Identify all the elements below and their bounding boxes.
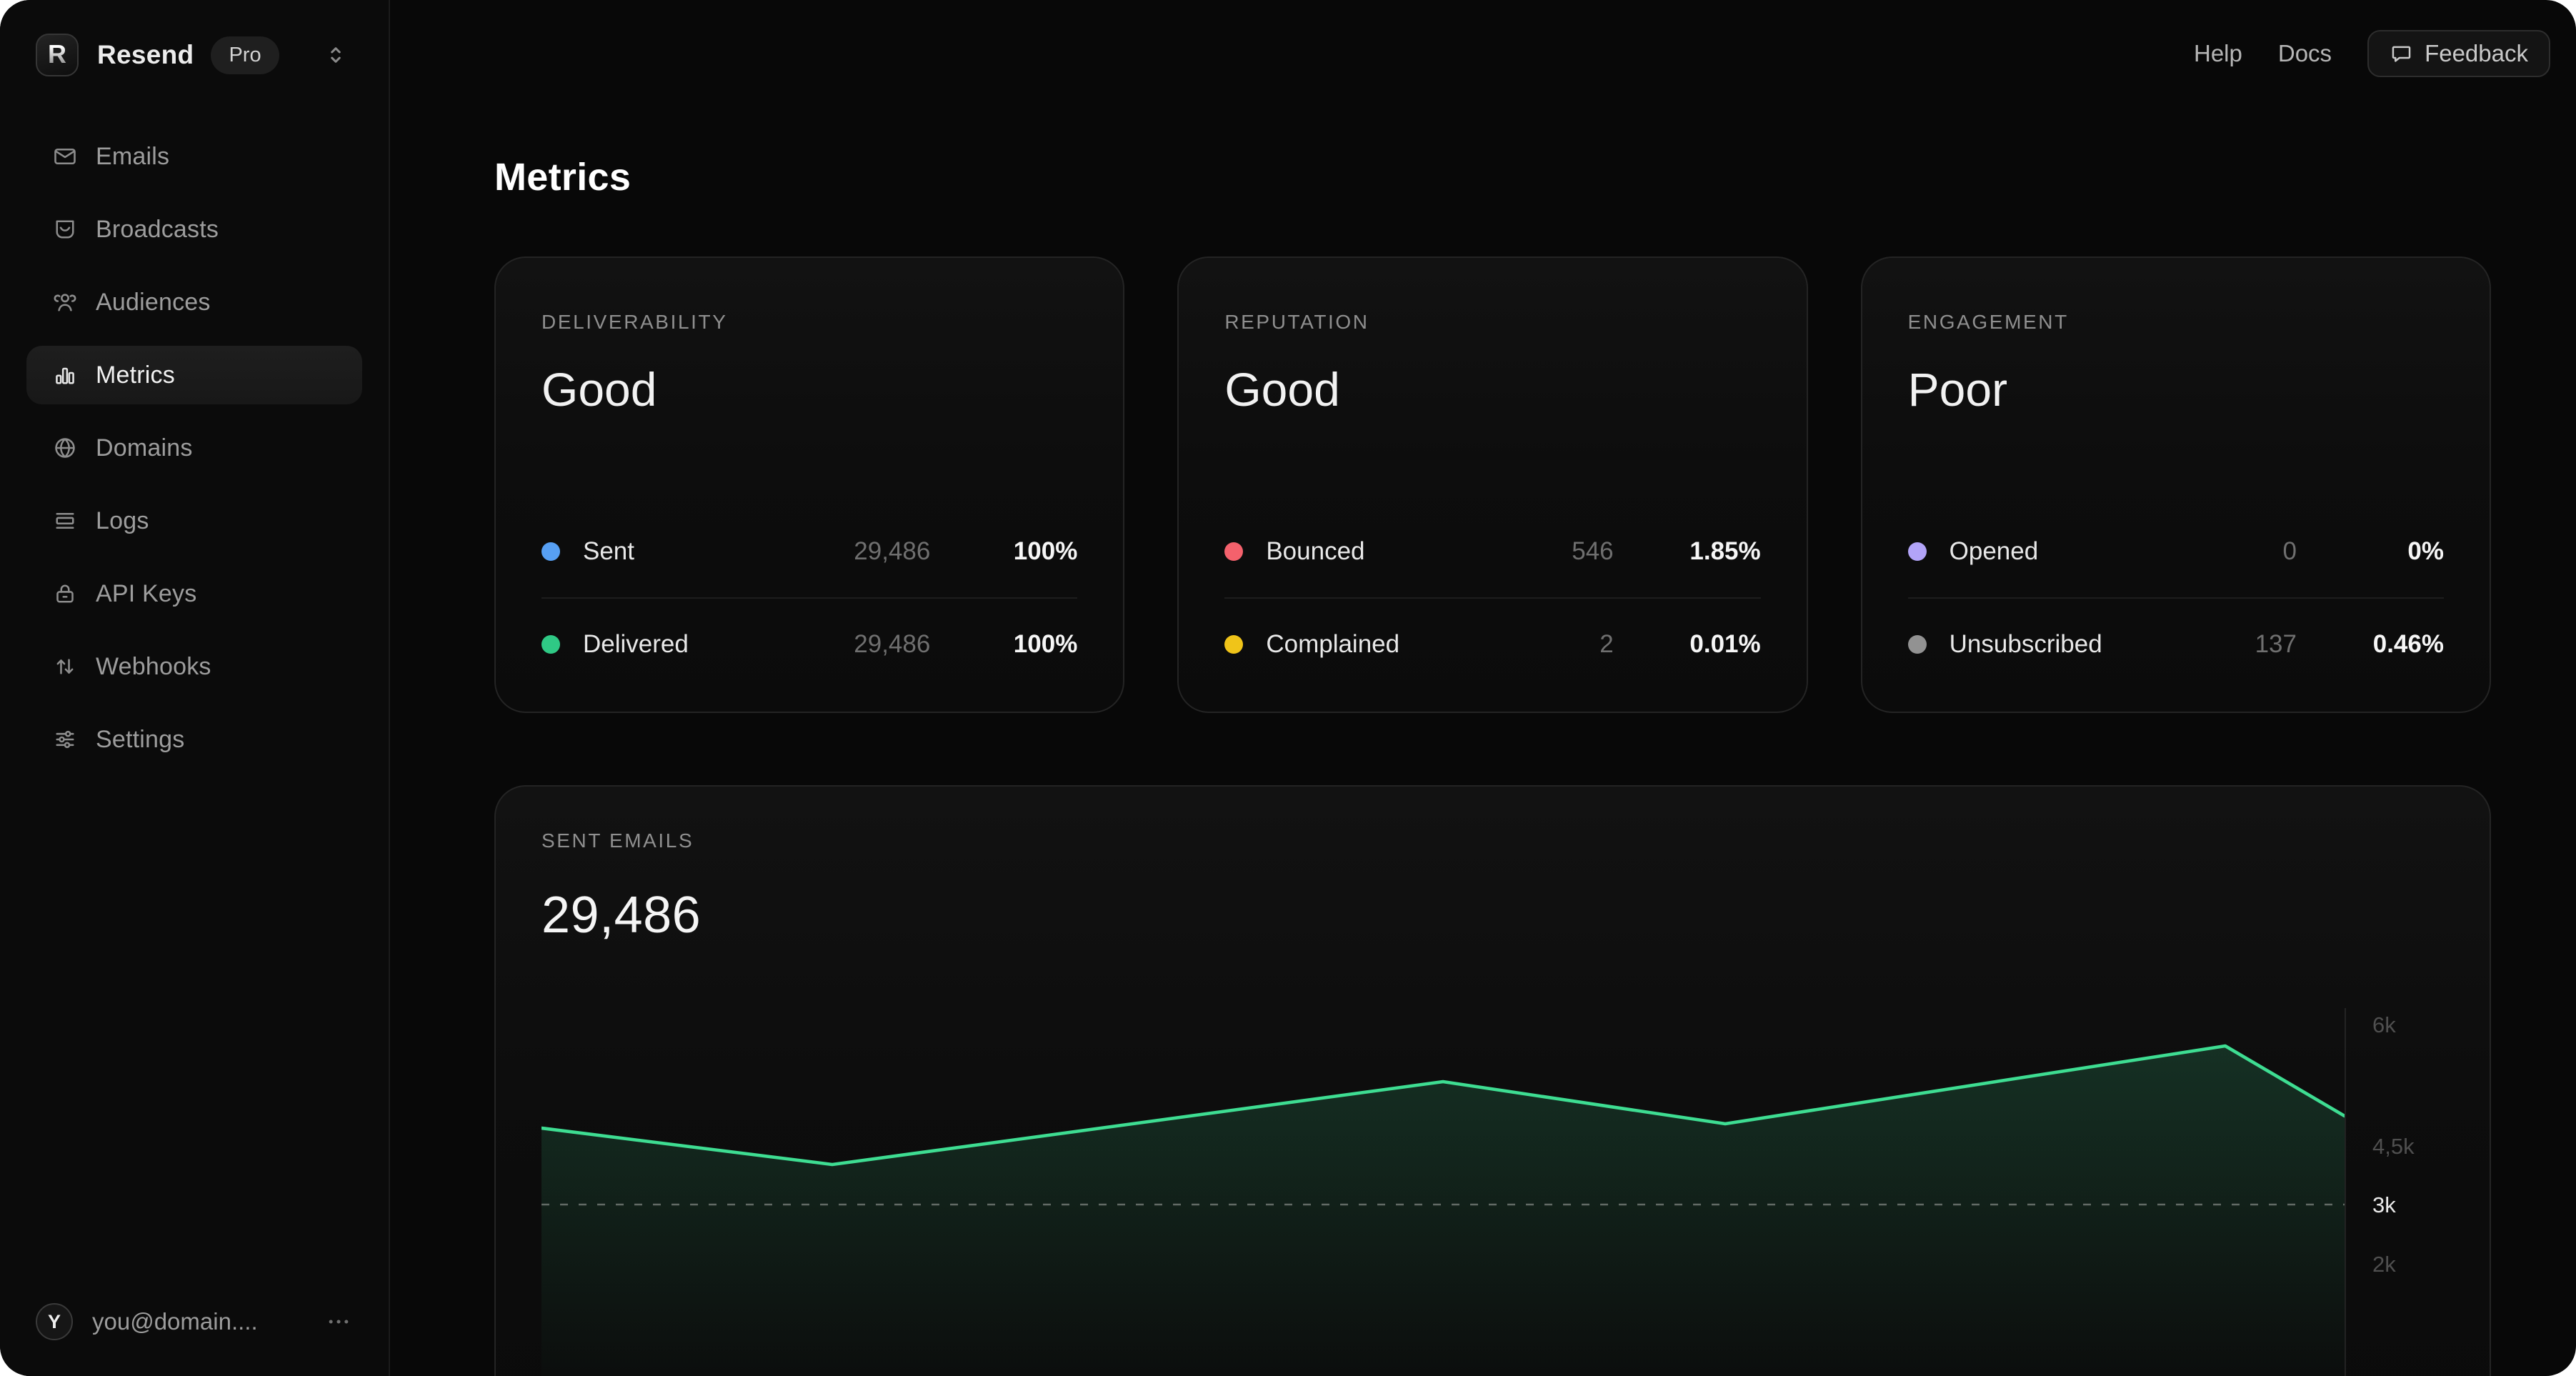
sidebar-item-label: Settings bbox=[96, 725, 185, 753]
summary-cards-row: DELIVERABILITY Good Sent 29,486 100% Del… bbox=[494, 256, 2491, 713]
sidebar-item-label: Domains bbox=[96, 434, 193, 462]
main-content: Help Docs Feedback Metrics DELIVERABILIT… bbox=[391, 0, 2576, 1376]
feedback-button-label: Feedback bbox=[2425, 40, 2528, 66]
sent-emails-chart bbox=[541, 1044, 2345, 1376]
resend-logo: R bbox=[36, 34, 79, 76]
metric-rows: Bounced 546 1.85% Complained 2 0.01% bbox=[1224, 506, 1761, 690]
envelope-icon bbox=[52, 144, 78, 169]
sidebar-item-label: API Keys bbox=[96, 579, 197, 607]
metric-rows: Opened 0 0% Unsubscribed 137 0.46% bbox=[1907, 506, 2444, 690]
metric-row-complained: Complained 2 0.01% bbox=[1224, 599, 1761, 690]
card-category-label: SENT EMAILS bbox=[541, 829, 694, 852]
metric-row-sent: Sent 29,486 100% bbox=[541, 506, 1077, 597]
sidebar-item-emails[interactable]: Emails bbox=[26, 127, 362, 186]
page-title: Metrics bbox=[494, 156, 631, 199]
deliverability-card: DELIVERABILITY Good Sent 29,486 100% Del… bbox=[494, 256, 1125, 713]
broadcast-tray-icon bbox=[52, 216, 78, 242]
chart-area-fill bbox=[541, 1046, 2345, 1376]
metric-row-opened: Opened 0 0% bbox=[1907, 506, 2444, 597]
card-status-value: Poor bbox=[1907, 363, 2008, 416]
card-category-label: ENGAGEMENT bbox=[1907, 311, 2069, 333]
arrows-up-down-icon bbox=[52, 654, 78, 679]
legend-dot bbox=[1224, 635, 1244, 654]
help-link[interactable]: Help bbox=[2194, 40, 2242, 66]
sliders-icon bbox=[52, 727, 78, 752]
chevron-up-down-icon[interactable] bbox=[323, 42, 349, 68]
avatar-initial: Y bbox=[47, 1310, 61, 1332]
globe-icon bbox=[52, 435, 78, 461]
y-tick-2k: 2k bbox=[2372, 1252, 2396, 1277]
workspace-name: Resend bbox=[97, 40, 194, 69]
ellipsis-icon[interactable] bbox=[324, 1307, 353, 1336]
user-email: you@domain.... bbox=[92, 1308, 258, 1335]
y-tick-4-5k: 4,5k bbox=[2372, 1134, 2415, 1159]
y-axis-line bbox=[2345, 1008, 2346, 1376]
metric-row-unsubscribed: Unsubscribed 137 0.46% bbox=[1907, 599, 2444, 690]
sidebar-item-broadcasts[interactable]: Broadcasts bbox=[26, 200, 362, 259]
sidebar-item-label: Logs bbox=[96, 507, 149, 534]
sidebar-item-label: Audiences bbox=[96, 288, 211, 316]
sent-emails-total: 29,486 bbox=[541, 887, 702, 944]
y-tick-3k: 3k bbox=[2372, 1192, 2396, 1217]
legend-dot bbox=[1224, 542, 1244, 561]
card-status-value: Good bbox=[1224, 363, 1340, 416]
row-divider bbox=[1224, 597, 1761, 599]
row-divider bbox=[1907, 597, 2444, 599]
lock-icon bbox=[52, 581, 78, 607]
legend-dot bbox=[541, 542, 560, 561]
sidebar-item-audiences[interactable]: Audiences bbox=[26, 273, 362, 331]
row-divider bbox=[541, 597, 1078, 599]
speech-bubble-icon bbox=[2390, 42, 2413, 66]
feedback-button[interactable]: Feedback bbox=[2367, 30, 2550, 77]
legend-dot bbox=[1907, 542, 1927, 561]
reputation-card: REPUTATION Good Bounced 546 1.85% Compla… bbox=[1177, 256, 1808, 713]
sent-emails-card: SENT EMAILS 29,486 6k 4,5k 3k 2k bbox=[494, 785, 2491, 1376]
resend-logo-letter: R bbox=[48, 39, 66, 69]
sidebar-item-domains[interactable]: Domains bbox=[26, 419, 362, 477]
bar-chart-icon bbox=[52, 362, 78, 388]
sidebar-nav: Emails Broadcasts Audiences Metrics bbox=[0, 127, 389, 769]
account-menu[interactable]: Y you@domain.... bbox=[0, 1289, 389, 1376]
sidebar-item-logs[interactable]: Logs bbox=[26, 492, 362, 550]
legend-dot bbox=[541, 635, 560, 654]
sidebar-item-api-keys[interactable]: API Keys bbox=[26, 564, 362, 623]
sidebar-item-settings[interactable]: Settings bbox=[26, 710, 362, 769]
chart-line bbox=[541, 1044, 2345, 1167]
sidebar: R Resend Pro Emails Broadcasts bbox=[0, 0, 390, 1376]
people-icon bbox=[52, 289, 78, 315]
avatar: Y bbox=[36, 1303, 73, 1340]
metric-rows: Sent 29,486 100% Delivered 29,486 100% bbox=[541, 506, 1078, 690]
metric-row-delivered: Delivered 29,486 100% bbox=[541, 599, 1077, 690]
sidebar-item-label: Webhooks bbox=[96, 652, 211, 680]
sidebar-item-label: Metrics bbox=[96, 361, 175, 389]
sidebar-item-label: Emails bbox=[96, 142, 170, 170]
sidebar-item-label: Broadcasts bbox=[96, 215, 219, 243]
engagement-card: ENGAGEMENT Poor Opened 0 0% Unsubscribed… bbox=[1860, 256, 2491, 713]
list-rows-icon bbox=[52, 508, 78, 534]
card-status-value: Good bbox=[541, 363, 657, 416]
legend-dot bbox=[1907, 635, 1927, 654]
sidebar-item-webhooks[interactable]: Webhooks bbox=[26, 637, 362, 696]
metric-row-bounced: Bounced 546 1.85% bbox=[1224, 506, 1761, 597]
card-category-label: REPUTATION bbox=[1224, 311, 1369, 333]
docs-link[interactable]: Docs bbox=[2277, 40, 2332, 66]
card-category-label: DELIVERABILITY bbox=[541, 311, 728, 333]
workspace-switcher[interactable]: R Resend Pro bbox=[0, 0, 389, 76]
top-actions: Help Docs Feedback bbox=[2194, 30, 2550, 77]
plan-badge: Pro bbox=[211, 36, 279, 74]
sidebar-item-metrics[interactable]: Metrics bbox=[26, 346, 362, 404]
y-tick-6k: 6k bbox=[2372, 1012, 2396, 1037]
